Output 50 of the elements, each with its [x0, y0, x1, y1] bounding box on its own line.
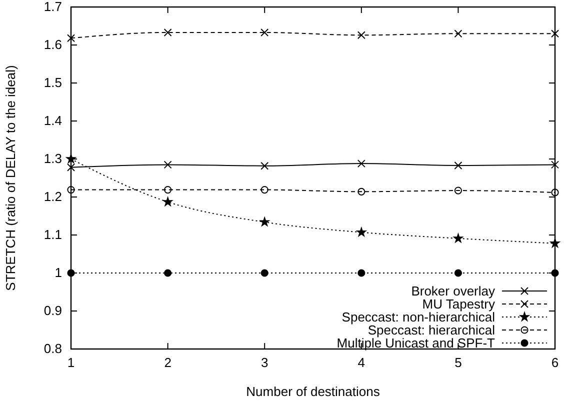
- y-tick-label: 0.8: [44, 341, 62, 356]
- point: [260, 162, 269, 170]
- x-tick-label: 6: [551, 355, 559, 370]
- point: [164, 28, 172, 36]
- point: [164, 160, 172, 169]
- x-tick-label: 3: [260, 355, 268, 370]
- point: [67, 163, 75, 172]
- point: [258, 216, 270, 227]
- legend-label: Multiple Unicast and SPF-T: [336, 336, 496, 350]
- point: [260, 269, 268, 277]
- point: [454, 269, 462, 277]
- point: [551, 160, 559, 169]
- y-tick-label: 1.7: [44, 0, 62, 14]
- point: [454, 186, 462, 194]
- y-tick-label: 1.5: [44, 75, 62, 90]
- y-tick-label: 1: [54, 265, 62, 280]
- point: [454, 30, 462, 38]
- x-tick-label: 5: [454, 355, 462, 370]
- x-tick-label: 2: [164, 355, 172, 370]
- point: [260, 186, 268, 194]
- point: [67, 269, 75, 277]
- y-tick-label: 0.9: [44, 303, 62, 318]
- point: [162, 196, 174, 207]
- point: [551, 269, 559, 277]
- point: [551, 188, 559, 196]
- y-axis-title: STRETCH (ratio of DELAY to the ideal): [3, 65, 18, 291]
- x-tick-label: 4: [358, 355, 366, 370]
- point: [67, 34, 75, 42]
- y-tick-label: 1.6: [44, 37, 62, 52]
- y-tick-label: 1.2: [44, 189, 62, 204]
- point: [260, 28, 269, 36]
- y-tick-label: 1.1: [44, 227, 62, 242]
- point: [551, 30, 559, 38]
- legend-label: Speccast: hierarchical: [368, 322, 496, 338]
- y-tick-label: 1.4: [44, 113, 62, 128]
- point: [164, 186, 172, 194]
- point: [65, 153, 77, 164]
- point: [357, 31, 366, 40]
- x-tick-label: 1: [67, 355, 75, 370]
- point: [357, 160, 366, 168]
- x-axis-title: Number of destinations: [246, 384, 380, 399]
- point: [358, 269, 366, 277]
- point: [358, 188, 366, 196]
- point: [67, 186, 75, 194]
- legend-label: Broker overlay: [411, 284, 496, 298]
- point: [356, 226, 368, 238]
- point: [452, 232, 464, 244]
- y-tick-label: 1.3: [44, 151, 62, 166]
- point: [454, 161, 462, 170]
- point: [164, 269, 172, 277]
